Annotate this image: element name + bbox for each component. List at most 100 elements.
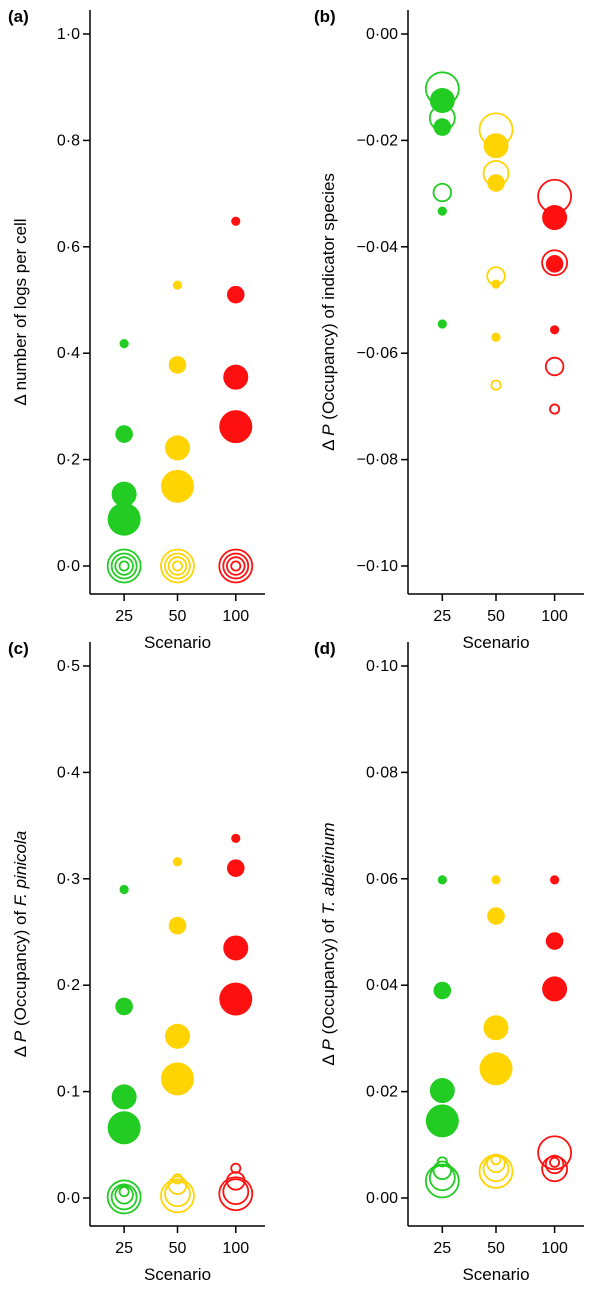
open-point — [110, 1183, 138, 1211]
open-point — [222, 552, 250, 580]
x-tick-label: 25 — [115, 1240, 133, 1257]
x-axis-title: Scenario — [462, 1265, 529, 1284]
open-point — [222, 1178, 250, 1206]
y-tick-label: 0·2 — [57, 452, 80, 469]
filled-point — [429, 88, 455, 113]
filled-point — [550, 875, 560, 885]
open-point — [432, 1160, 453, 1181]
y-tick-label: −0·08 — [357, 452, 398, 469]
open-point — [230, 1162, 242, 1174]
open-point — [171, 1173, 183, 1185]
y-tick-label: 0·4 — [57, 345, 80, 362]
open-point — [482, 1155, 510, 1183]
panel-d: (d) 0·00 0·02 0·04 0·06 0·08 0·10 25 50 100 Scenar… — [314, 639, 584, 1284]
x-tick-label: 50 — [169, 1240, 187, 1257]
x-axis-title: Scenario — [144, 633, 211, 652]
filled-point — [226, 285, 245, 304]
x-tick-label: 100 — [222, 1240, 249, 1257]
y-tick-label: 0·0 — [57, 1190, 80, 1207]
panel-letter: (b) — [314, 7, 336, 26]
open-point — [167, 1175, 188, 1195]
panel-letter: (d) — [314, 639, 336, 658]
filled-point — [161, 1062, 194, 1096]
filled-point — [111, 1084, 137, 1110]
open-point — [230, 560, 242, 572]
filled-point — [219, 982, 253, 1016]
filled-point — [491, 279, 501, 289]
filled-point — [483, 1015, 509, 1041]
filled-point — [491, 332, 501, 342]
filled-point — [172, 280, 183, 290]
filled-point — [437, 875, 447, 885]
x-tick-label: 25 — [115, 608, 133, 625]
y-tick-label: −0·06 — [357, 345, 398, 362]
filled-point — [223, 364, 249, 390]
open-point — [171, 560, 183, 572]
filled-point — [226, 859, 245, 877]
y-tick-label: 0·2 — [57, 977, 80, 994]
panel-a: (a) 0·0 0·2 0·4 0·6 0·8 1·0 25 50 100 Scenario Δ nu… — [8, 7, 265, 652]
y-axis-title: Δ number of logs per cell — [11, 218, 30, 405]
y-tick-label: 0·02 — [366, 1084, 398, 1101]
panel-letter: (c) — [8, 639, 29, 658]
x-tick-label: 100 — [541, 608, 568, 625]
open-point — [118, 560, 130, 572]
filled-point — [433, 118, 452, 136]
filled-point — [542, 976, 568, 1002]
y-tick-label: −0·02 — [357, 132, 398, 149]
y-tick-label: −0·04 — [357, 239, 398, 256]
y-axis-title: Δ P (Occupancy) of indicator species — [319, 173, 338, 451]
open-point — [106, 548, 142, 584]
open-point — [549, 403, 561, 415]
filled-point — [231, 216, 241, 226]
filled-point — [545, 255, 564, 273]
y-tick-label: 0·08 — [366, 764, 398, 781]
panel-b: (b) −0·10 −0·08 −0·06 −0·04 −0·02 0·00 25 50 100 S… — [314, 7, 584, 652]
filled-point — [119, 339, 129, 349]
x-axis-title: Scenario — [462, 633, 529, 652]
y-tick-label: 0·6 — [57, 239, 80, 256]
filled-point — [491, 875, 501, 885]
y-tick-label: −0·10 — [357, 558, 398, 575]
filled-point — [433, 981, 452, 1000]
open-point — [106, 1179, 142, 1215]
y-tick-label: 0·8 — [57, 132, 80, 149]
open-point — [167, 556, 188, 576]
open-point — [544, 1154, 565, 1175]
open-point — [537, 1135, 573, 1171]
filled-point — [111, 481, 137, 507]
filled-point — [165, 1023, 190, 1049]
y-axis-title: Δ P (Occupancy) of F. pinicola — [11, 831, 30, 1058]
filled-point — [119, 884, 129, 895]
filled-point — [542, 205, 568, 231]
filled-point — [437, 206, 447, 216]
y-tick-label: 0·4 — [57, 764, 80, 781]
filled-point — [115, 997, 133, 1016]
filled-point — [429, 1078, 455, 1104]
open-point — [218, 548, 254, 584]
filled-point — [161, 469, 194, 503]
filled-point — [223, 935, 249, 961]
open-point — [436, 1156, 448, 1168]
open-point — [114, 1185, 134, 1205]
filled-point — [168, 356, 187, 374]
x-tick-label: 100 — [541, 1240, 568, 1257]
panel-letter: (a) — [8, 7, 29, 26]
filled-point — [487, 907, 505, 925]
y-tick-label: 0·00 — [366, 26, 398, 43]
open-point — [160, 548, 195, 584]
open-point — [432, 182, 453, 203]
open-point — [160, 1178, 195, 1214]
open-point — [428, 1164, 456, 1192]
open-point — [490, 1154, 502, 1166]
x-tick-label: 50 — [169, 608, 187, 625]
y-axis-title: Δ P (Occupancy) of T. abietinum — [319, 822, 338, 1065]
filled-point — [425, 1104, 459, 1138]
open-point — [110, 552, 138, 580]
x-axis-title: Scenario — [144, 1265, 211, 1284]
filled-point — [487, 174, 505, 192]
filled-point — [107, 502, 141, 536]
x-tick-label: 50 — [487, 1240, 505, 1257]
filled-point — [479, 1052, 513, 1086]
